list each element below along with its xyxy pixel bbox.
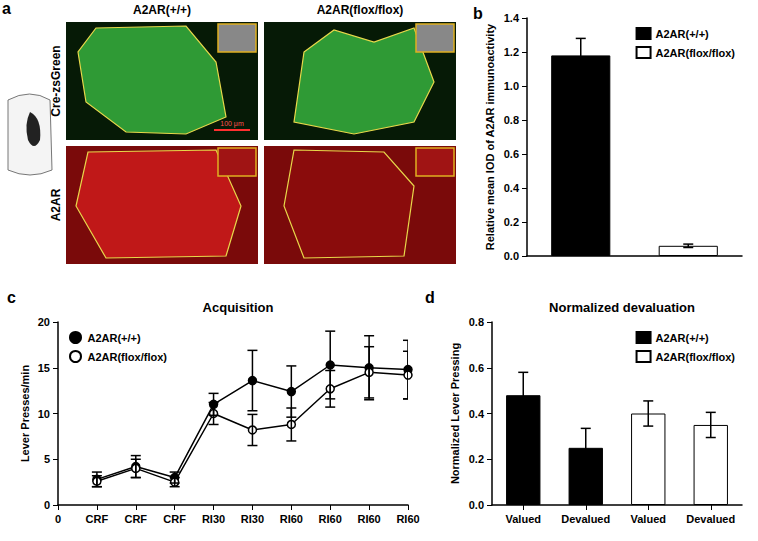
svg-text:Normalized Lever Pressing: Normalized Lever Pressing	[449, 343, 461, 484]
svg-text:RI60: RI60	[280, 513, 303, 525]
svg-text:Valued: Valued	[631, 513, 666, 525]
svg-text:0.0: 0.0	[504, 250, 519, 262]
svg-text:RI60: RI60	[396, 513, 419, 525]
svg-text:RI30: RI30	[241, 513, 264, 525]
svg-text:A2AR(+/+): A2AR(+/+)	[133, 3, 191, 17]
svg-text:c: c	[7, 289, 16, 306]
svg-text:b: b	[473, 5, 483, 22]
svg-text:Relative mean IOD of A2AR immu: Relative mean IOD of A2AR immunoactivity	[484, 23, 496, 250]
svg-text:0.4: 0.4	[504, 182, 520, 194]
svg-text:RI30: RI30	[202, 513, 225, 525]
svg-text:1.4: 1.4	[504, 12, 520, 24]
svg-text:0.6: 0.6	[504, 148, 519, 160]
svg-text:A2AR(+/+): A2AR(+/+)	[656, 28, 710, 40]
svg-text:100 μm: 100 μm	[220, 120, 244, 128]
svg-text:A2AR(flox/flox): A2AR(flox/flox)	[88, 351, 168, 363]
svg-text:A2AR(flox/flox): A2AR(flox/flox)	[317, 3, 404, 17]
svg-text:1.2: 1.2	[504, 46, 519, 58]
svg-text:Normalized devaluation: Normalized devaluation	[549, 300, 695, 315]
svg-text:15: 15	[38, 362, 50, 374]
svg-text:CRF: CRF	[86, 513, 109, 525]
svg-text:0.0: 0.0	[469, 499, 484, 511]
svg-text:0.4: 0.4	[469, 408, 485, 420]
svg-text:10: 10	[38, 408, 50, 420]
svg-text:d: d	[425, 289, 435, 306]
svg-text:Valued: Valued	[506, 513, 541, 525]
svg-text:1.0: 1.0	[504, 80, 519, 92]
svg-text:0.2: 0.2	[504, 216, 519, 228]
svg-text:a: a	[2, 0, 11, 17]
svg-text:0.8: 0.8	[469, 316, 484, 328]
svg-text:A2AR(+/+): A2AR(+/+)	[88, 332, 142, 344]
svg-text:Devalued: Devalued	[561, 513, 610, 525]
svg-text:5: 5	[44, 453, 50, 465]
svg-text:Cre-zsGreen: Cre-zsGreen	[49, 45, 63, 116]
svg-text:0: 0	[44, 499, 50, 511]
svg-text:Acquisition: Acquisition	[203, 300, 274, 315]
svg-text:RI60: RI60	[357, 513, 380, 525]
svg-text:0: 0	[55, 513, 61, 525]
svg-text:RI60: RI60	[319, 513, 342, 525]
svg-text:Devalued: Devalued	[686, 513, 735, 525]
svg-text:A2AR: A2AR	[49, 188, 63, 221]
svg-text:A2AR(+/+): A2AR(+/+)	[656, 332, 710, 344]
svg-text:A2AR(flox/flox): A2AR(flox/flox)	[656, 47, 736, 59]
svg-text:20: 20	[38, 316, 50, 328]
svg-text:0.6: 0.6	[469, 362, 484, 374]
svg-text:0.2: 0.2	[469, 453, 484, 465]
svg-text:CRF: CRF	[124, 513, 147, 525]
svg-text:CRF: CRF	[163, 513, 186, 525]
svg-text:A2AR(flox/flox): A2AR(flox/flox)	[656, 351, 736, 363]
svg-text:Lever Presses/min: Lever Presses/min	[19, 365, 31, 463]
svg-text:0.8: 0.8	[504, 114, 519, 126]
